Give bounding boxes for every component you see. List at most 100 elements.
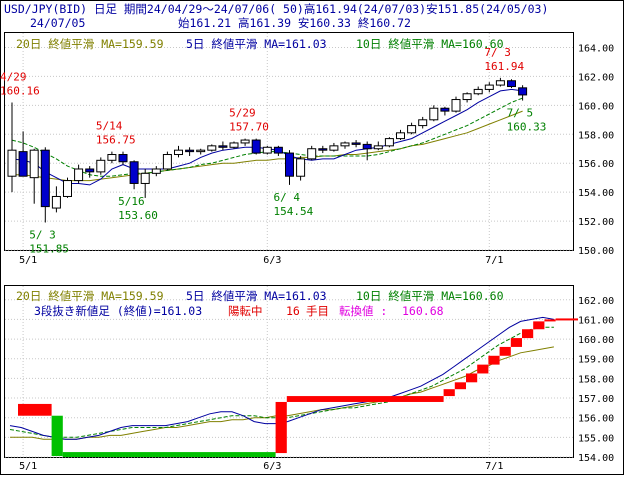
header-ohlc: 始161.21 高161.39 安160.33 終160.72 <box>178 16 411 30</box>
brick-up <box>454 382 466 390</box>
brick-up <box>522 329 534 339</box>
x-tick-label: 7/1 <box>485 461 503 472</box>
candle-down <box>362 143 372 150</box>
brick-up <box>499 346 511 356</box>
candle-down <box>285 152 294 177</box>
brick-up <box>544 319 556 322</box>
candle-up <box>296 158 306 177</box>
candle-up <box>396 132 405 140</box>
y-tick-label: 161.00 <box>578 315 614 326</box>
status-count: 16 <box>286 304 300 318</box>
annotation-date: 5/ 3 <box>29 229 56 242</box>
annotation-value: 160.33 <box>507 121 547 134</box>
candle-up <box>140 172 150 184</box>
candle-up <box>174 149 183 156</box>
y-tick-label: 160.00 <box>578 101 614 112</box>
annotation-date: 6/ 4 <box>274 191 301 204</box>
candle-up <box>462 93 472 101</box>
y-tick-label: 160.00 <box>578 335 614 346</box>
annotation-date: 7/ 5 <box>507 107 533 120</box>
header-line1: USD/JPY(BID) 日足 期間24/04/29～24/07/06( 50)… <box>4 2 548 16</box>
candlestick-series <box>7 77 528 223</box>
y-tick-label: 156.00 <box>578 159 614 170</box>
annotation-value: 157.70 <box>229 121 269 134</box>
three-line-break-status: 3段抜き新値足 (終値)=161.03 陽転中 16 手目 転換値 : 160.68 <box>34 304 444 318</box>
legend-entry: 5日 終値平滑 MA=161.03 <box>186 289 327 303</box>
brick-up <box>466 373 478 383</box>
brick-up <box>18 403 52 416</box>
candle-down <box>218 145 228 148</box>
candle-up <box>307 148 317 160</box>
x-tick-label: 6/3 <box>263 255 281 266</box>
brick-up <box>286 396 444 402</box>
candlestick-y-axis: 150.00 152.00 154.00 156.00 158.00 160.00 162.… <box>578 43 614 257</box>
candlestick-x-axis: 5/1 6/3 7/1 <box>19 255 503 266</box>
brick-up <box>555 318 578 321</box>
candle-up <box>240 139 250 144</box>
x-tick-label: 6/3 <box>263 461 281 472</box>
y-tick-label: 155.00 <box>578 433 614 444</box>
candle-down <box>85 168 95 173</box>
legend-entry: 5日 終値平滑 MA=161.03 <box>186 37 327 51</box>
three-line-break-x-axis: 5/1 6/3 7/1 <box>19 461 503 472</box>
three-line-break-panel: 154.00 155.00 156.00 157.00 158.00 159.00 160.… <box>4 285 614 472</box>
candle-up <box>162 154 172 170</box>
candle-up <box>51 195 61 209</box>
candlestick-plot-frame <box>4 32 574 251</box>
candle-up <box>229 142 239 148</box>
candle-down <box>273 146 283 154</box>
status-label: 3段抜き新値足 (終値)=161.03 <box>34 304 202 318</box>
candle-down <box>118 154 128 163</box>
brick-up <box>443 389 455 397</box>
candle-up <box>329 145 339 151</box>
y-tick-label: 158.00 <box>578 374 614 385</box>
status-unit: 手目 <box>306 304 329 318</box>
three-line-break-legend: 20日 終値平滑 MA=159.59 5日 終値平滑 MA=161.03 10日 終… <box>16 289 504 303</box>
brick-up <box>275 401 287 454</box>
brick-down <box>51 415 63 457</box>
candle-up <box>29 149 39 179</box>
candle-up <box>451 99 461 112</box>
candle-up <box>484 84 494 90</box>
candle-up <box>429 107 439 121</box>
annotation-date: 5/29 <box>229 107 256 120</box>
brick-up <box>477 364 489 374</box>
candle-down <box>518 87 528 96</box>
candle-down <box>318 148 328 151</box>
candle-down <box>129 161 139 184</box>
candle-down <box>18 151 28 177</box>
annotation-value: 161.94 <box>484 60 524 73</box>
candle-up <box>96 159 106 173</box>
three-line-break-bricks <box>18 318 578 457</box>
candle-up <box>207 145 217 151</box>
y-tick-label: 157.00 <box>578 394 614 405</box>
legend-entry: 10日 終値平滑 MA=160.60 <box>356 289 504 303</box>
y-tick-label: 150.00 <box>578 246 614 257</box>
candle-down <box>507 80 516 88</box>
ma10-line <box>9 326 554 438</box>
status-reversal-label: 転換値 : <box>339 304 387 318</box>
annotation-value: 154.54 <box>274 205 314 218</box>
candle-down <box>185 149 195 153</box>
candle-up <box>418 119 428 127</box>
legend-entry: 10日 終値平滑 MA=160.60 <box>356 37 504 51</box>
candle-up <box>473 88 483 95</box>
candle-down <box>440 107 450 112</box>
brick-up <box>488 355 500 365</box>
candle-up <box>107 154 117 161</box>
status-reversal-value: 160.68 <box>402 304 444 318</box>
brick-up <box>510 338 522 347</box>
candle-up <box>384 138 394 147</box>
y-tick-label: 158.00 <box>578 130 614 141</box>
y-tick-label: 162.00 <box>578 296 614 307</box>
candle-up <box>63 180 72 197</box>
candle-down <box>251 139 261 154</box>
candle-up <box>196 149 206 153</box>
candle-up <box>7 149 17 177</box>
candle-up <box>74 168 84 182</box>
x-tick-label: 7/1 <box>485 255 503 266</box>
status-trend: 陽転中 <box>228 304 263 318</box>
